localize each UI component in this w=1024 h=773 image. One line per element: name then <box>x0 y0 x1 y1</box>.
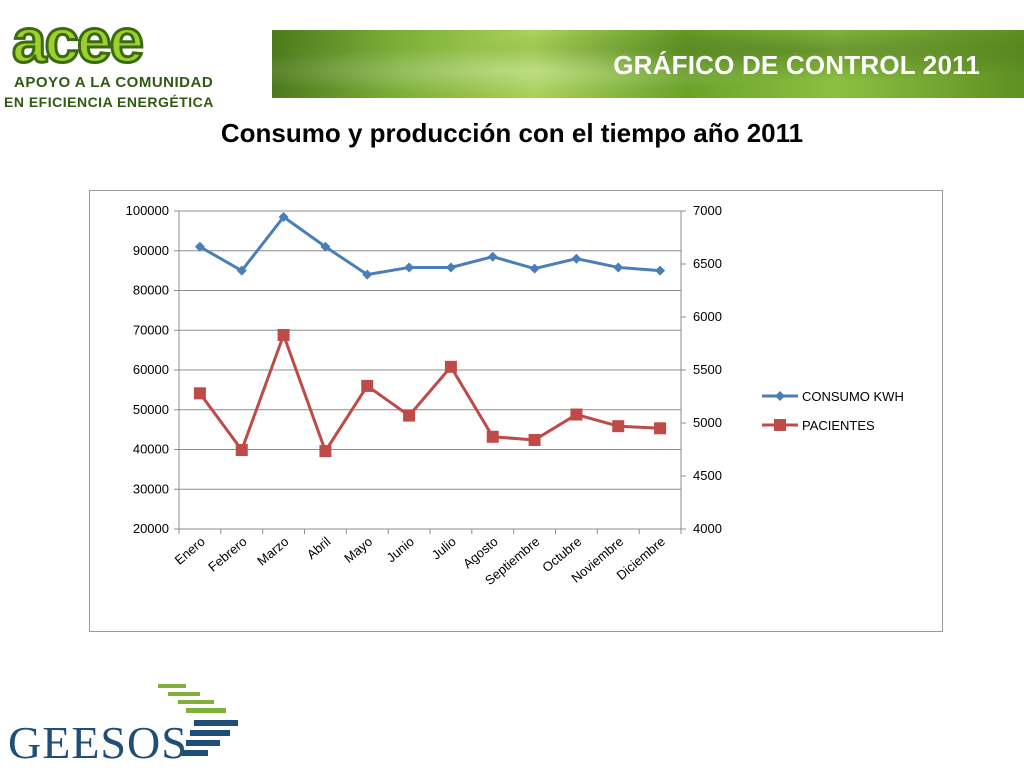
x-tick-label: Enero <box>172 534 208 568</box>
series-line-consumo-kwh <box>199 214 661 277</box>
y-left-tick-label: 90000 <box>133 243 169 258</box>
data-point-pacientes <box>277 329 290 342</box>
y-right-tick-label: 6000 <box>693 309 722 324</box>
y-right-tick-label: 7000 <box>693 203 722 218</box>
chart-frame: 100000 90000 80000 70000 60000 50000 40000 3000… <box>89 190 943 632</box>
series-line-pacientes <box>198 330 661 455</box>
y-right-tick-label: 5000 <box>693 415 722 430</box>
x-tick-label: Febrero <box>205 534 250 575</box>
x-tick-label: Marzo <box>254 534 291 569</box>
y-right-tick-label: 5500 <box>693 362 722 377</box>
acee-logo: acee APOYO A LA COMUNIDAD EN EFICIENCIA … <box>4 4 266 112</box>
data-point-pacientes <box>486 430 499 443</box>
x-tick-label: Junio <box>384 534 417 565</box>
data-point-consumo-kwh <box>278 211 289 222</box>
geesos-logo-word: GEESOS <box>8 717 188 768</box>
logo-tagline-line2: EN EFICIENCIA ENERGÉTICA <box>4 94 214 110</box>
data-point-pacientes <box>403 409 416 422</box>
data-point-consumo-kwh <box>320 241 331 252</box>
y-left-tick-label: 100000 <box>126 203 169 218</box>
y-left-tick-label: 30000 <box>133 481 169 496</box>
data-point-consumo-kwh <box>487 251 498 262</box>
data-point-consumo-kwh <box>571 253 582 264</box>
x-tick-label: Abril <box>304 534 334 562</box>
legend-marker-pacientes <box>774 419 786 431</box>
data-point-consumo-kwh <box>445 262 456 273</box>
data-point-pacientes <box>612 420 625 433</box>
data-point-consumo-kwh <box>194 241 205 252</box>
data-point-consumo-kwh <box>529 263 540 274</box>
acee-logo-word: acee <box>11 6 146 78</box>
data-point-consumo-kwh <box>404 262 415 273</box>
legend-marker-consumo-kwh <box>775 391 785 401</box>
data-point-consumo-kwh <box>236 265 247 276</box>
y-right-tick-label: 6500 <box>693 256 722 271</box>
y-left-tick-label: 40000 <box>133 442 169 457</box>
data-point-consumo-kwh <box>613 262 624 273</box>
x-tick-label: Mayo <box>341 534 375 566</box>
data-point-pacientes <box>570 408 583 421</box>
y-left-tick-label: 80000 <box>133 283 169 298</box>
x-tick-label: Julio <box>429 534 459 563</box>
banner-title: GRÁFICO DE CONTROL 2011 <box>613 50 980 80</box>
data-point-pacientes <box>528 433 541 446</box>
data-point-consumo-kwh <box>362 269 373 280</box>
data-point-pacientes <box>361 379 374 392</box>
y-left-tick-label: 50000 <box>133 402 169 417</box>
y-right-tick-label: 4500 <box>693 468 722 483</box>
logo-tagline-line1: APOYO A LA COMUNIDAD <box>14 74 214 91</box>
data-point-pacientes <box>193 387 206 400</box>
y-left-tick-label: 60000 <box>133 362 169 377</box>
y-left-tick-label: 70000 <box>133 322 169 337</box>
geesos-stripes-icon <box>158 684 238 756</box>
data-point-pacientes <box>235 444 248 457</box>
slide-title: Consumo y producción con el tiempo año 2… <box>220 118 804 148</box>
legend-label-pacientes: PACIENTES <box>802 418 875 433</box>
header-banner: GRÁFICO DE CONTROL 2011 <box>272 30 1024 98</box>
data-point-pacientes <box>319 445 332 458</box>
y-right-tick-label: 4000 <box>693 521 722 536</box>
line-chart: 100000 90000 80000 70000 60000 50000 40000 3000… <box>126 203 904 588</box>
geesos-logo: GEESOS <box>8 680 248 768</box>
data-point-consumo-kwh <box>655 265 666 276</box>
data-point-pacientes <box>654 422 667 435</box>
y-left-tick-label: 20000 <box>133 521 169 536</box>
legend-label-consumo-kwh: CONSUMO KWH <box>802 389 904 404</box>
data-point-pacientes <box>444 360 457 373</box>
